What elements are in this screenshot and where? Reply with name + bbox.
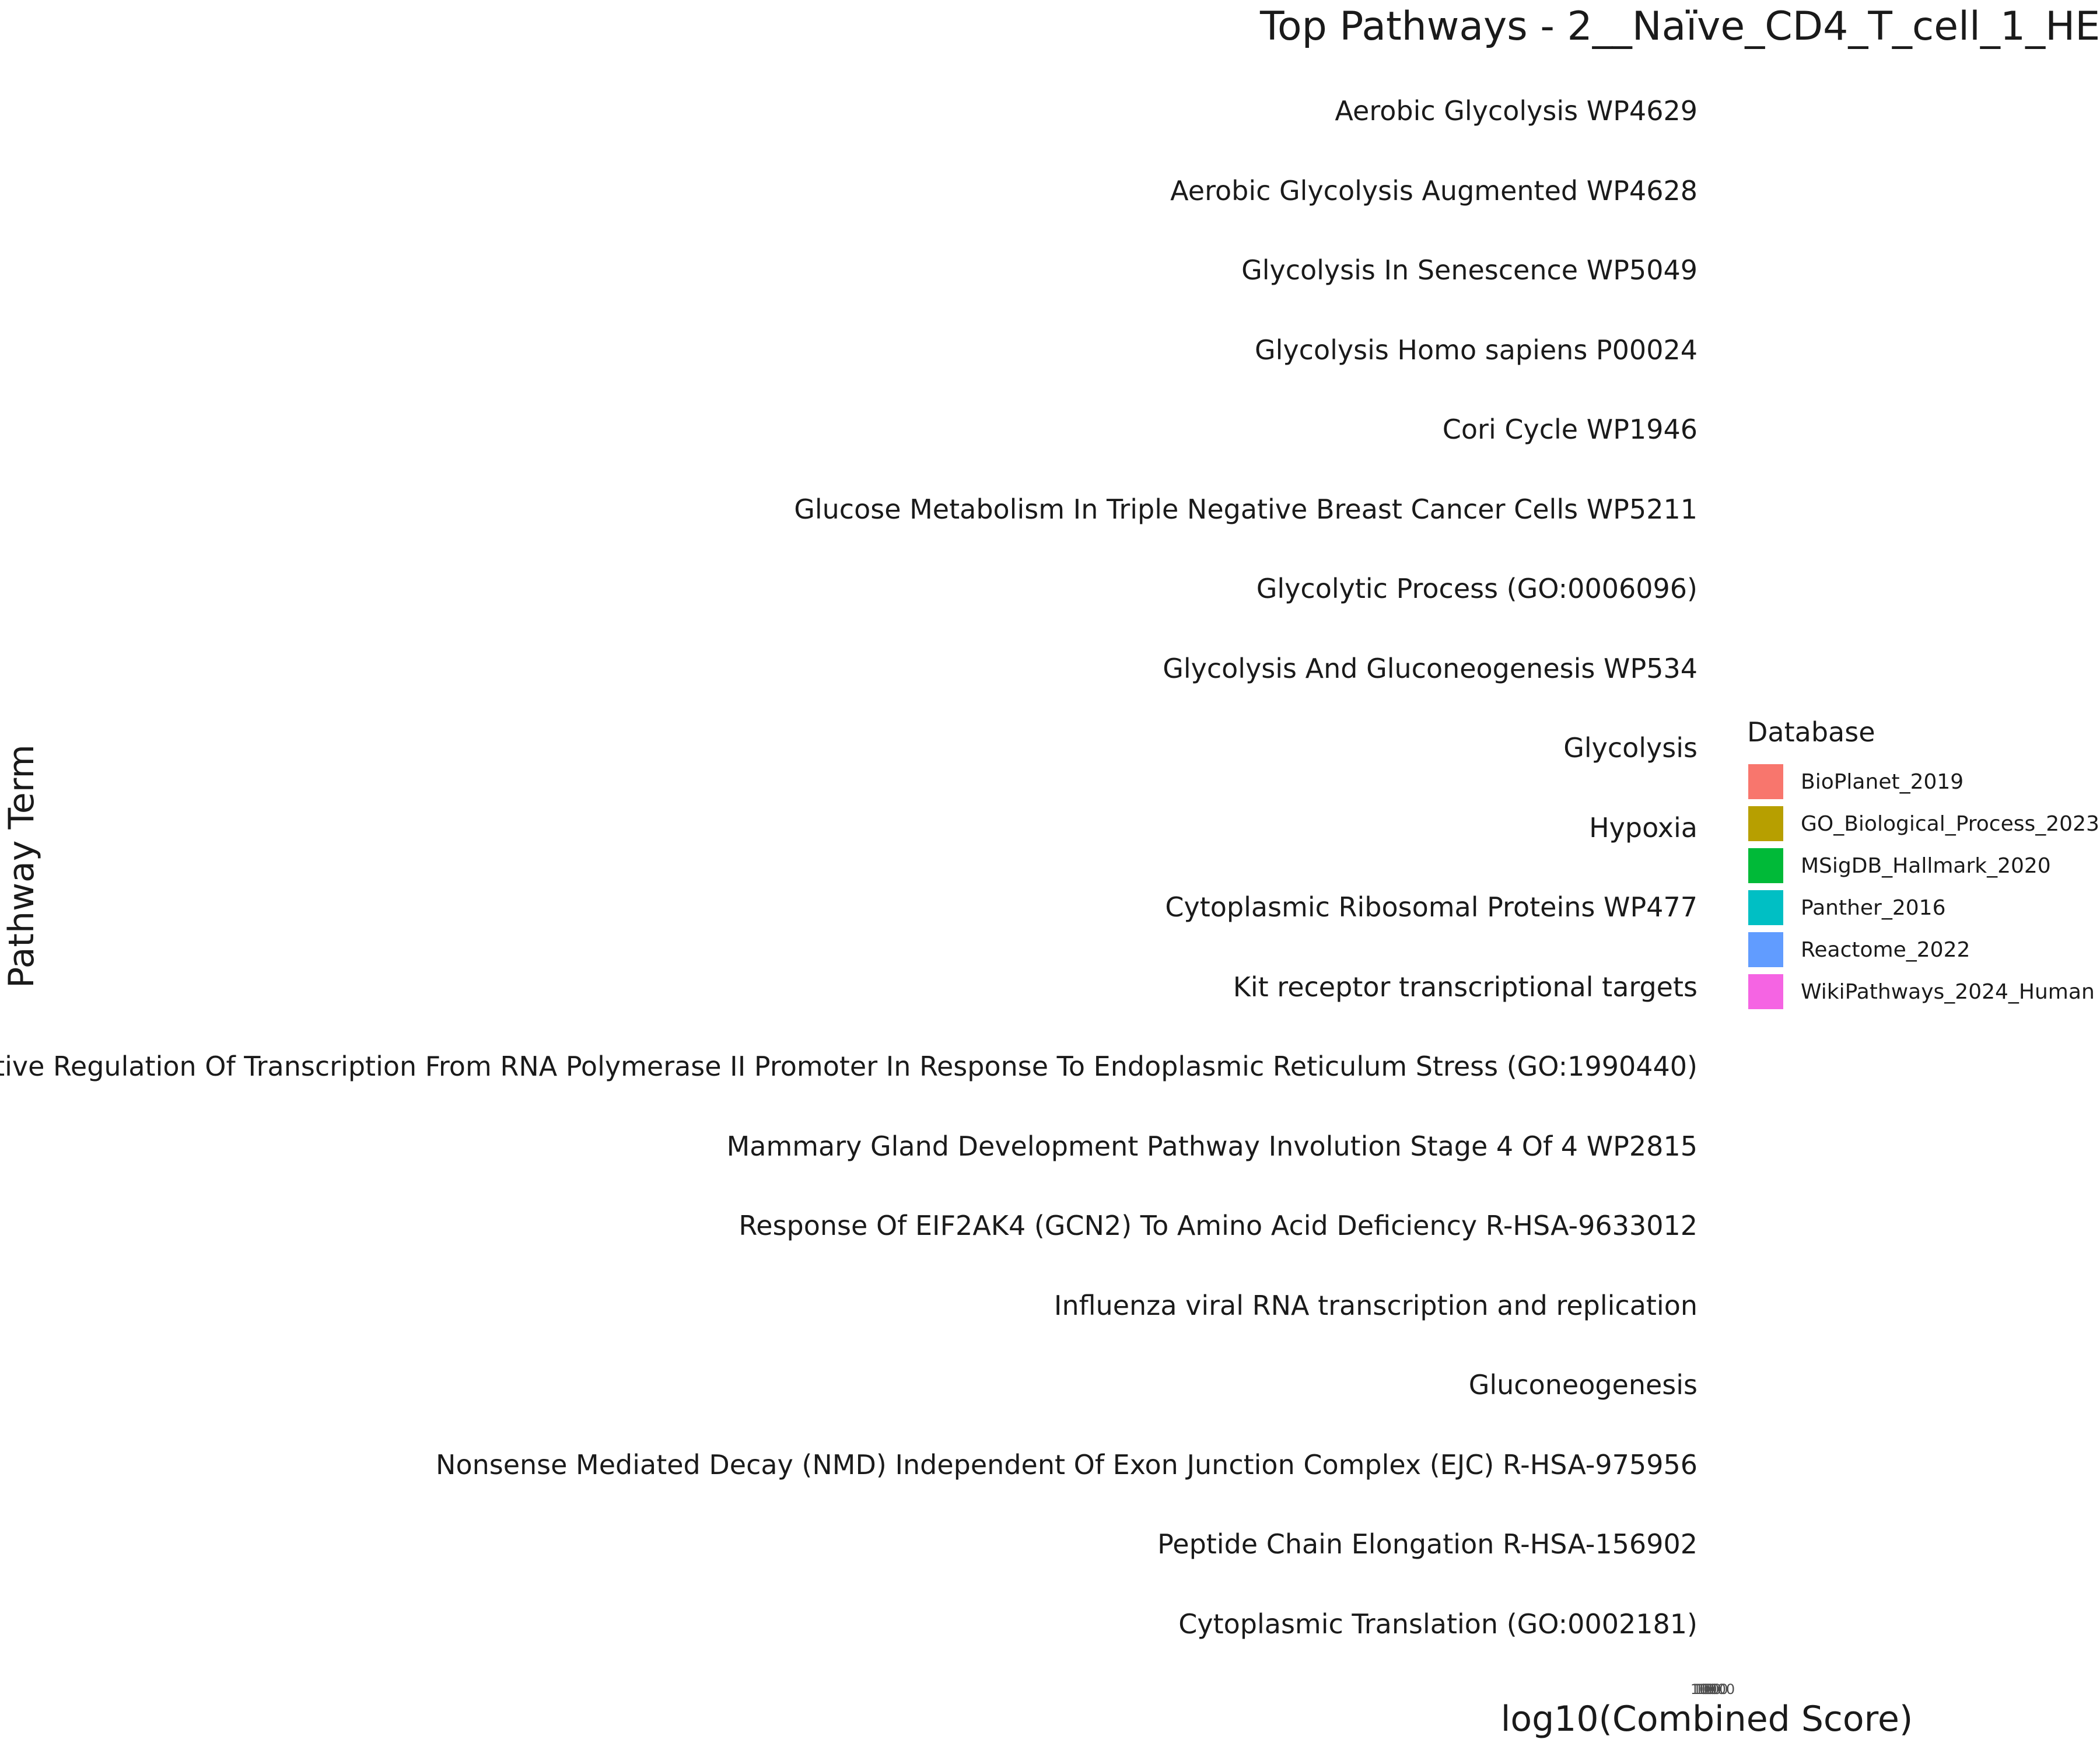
legend-label: Reactome_2022 bbox=[1801, 937, 1971, 962]
y-tick-label: Cytoplasmic Translation (GO:0002181) bbox=[1178, 1608, 1698, 1640]
legend-swatch bbox=[1747, 847, 1784, 884]
legend-label: MSigDB_Hallmark_2020 bbox=[1801, 853, 2051, 878]
legend-swatch bbox=[1747, 805, 1784, 842]
y-tick-label: Aerobic Glycolysis Augmented WP4628 bbox=[1170, 174, 1698, 206]
y-tick-label: Peptide Chain Elongation R-HSA-156902 bbox=[1157, 1528, 1698, 1560]
y-axis-tick-labels: Aerobic Glycolysis WP4629 Aerobic Glycoly… bbox=[0, 95, 1698, 1640]
x-tick-label: 10000 bbox=[1690, 1681, 1735, 1698]
y-tick-label: Gluconeogenesis bbox=[1468, 1369, 1698, 1401]
y-tick-label: Cytoplasmic Ribosomal Proteins WP477 bbox=[1165, 891, 1698, 923]
legend: Database BioPlanet_2019 GO_Biological_Pro… bbox=[1747, 716, 2099, 1013]
legend-title: Database bbox=[1747, 716, 1875, 748]
y-tick-label: Hypoxia bbox=[1589, 811, 1698, 844]
y-tick-label: Response Of EIF2AK4 (GCN2) To Amino Acid… bbox=[738, 1210, 1698, 1241]
legend-item: WikiPathways_2024_Human bbox=[1747, 971, 2099, 1013]
y-tick-label: Aerobic Glycolysis WP4629 bbox=[1335, 95, 1698, 127]
legend-item: Reactome_2022 bbox=[1747, 929, 2099, 971]
chart-title: Top Pathways - 2__Naïve_CD4_T_cell_1_HEI… bbox=[1260, 4, 2100, 50]
legend-label: Panther_2016 bbox=[1801, 895, 1946, 920]
legend-items: BioPlanet_2019 GO_Biological_Process_2023… bbox=[1747, 761, 2099, 1013]
y-tick-label: Glycolysis Homo sapiens P00024 bbox=[1255, 334, 1698, 366]
y-tick-label: Nonsense Mediated Decay (NMD) Independen… bbox=[436, 1448, 1698, 1480]
y-tick-label: Glycolysis And Gluconeogenesis WP534 bbox=[1163, 652, 1698, 684]
y-tick-label: Glycolysis bbox=[1563, 732, 1698, 764]
legend-item: BioPlanet_2019 bbox=[1747, 761, 2099, 803]
y-tick-label: Glucose Metabolism In Triple Negative Br… bbox=[794, 493, 1698, 525]
x-tick-label: 1 bbox=[1699, 1681, 1708, 1698]
legend-swatch bbox=[1747, 973, 1784, 1010]
legend-item: Panther_2016 bbox=[1747, 887, 2099, 929]
legend-swatch bbox=[1747, 763, 1784, 800]
x-axis-tick-labels: 1 10 100 1000 10000 bbox=[1686, 1681, 1738, 1704]
y-tick-label: Positive Regulation Of Transcription Fro… bbox=[0, 1051, 1698, 1082]
y-tick-label: Mammary Gland Development Pathway Involu… bbox=[726, 1130, 1698, 1162]
y-tick-label: Influenza viral RNA transcription and re… bbox=[1054, 1289, 1698, 1321]
legend-label: WikiPathways_2024_Human bbox=[1801, 979, 2095, 1004]
x-tick-label: 1000 bbox=[1692, 1681, 1728, 1698]
x-tick-label: 10 bbox=[1696, 1681, 1715, 1698]
x-axis-title: log10(Combined Score) bbox=[1500, 1699, 1913, 1740]
legend-swatch bbox=[1747, 889, 1784, 926]
y-tick-label: Kit receptor transcriptional targets bbox=[1233, 971, 1698, 1003]
legend-item: GO_Biological_Process_2023 bbox=[1747, 803, 2099, 845]
legend-label: GO_Biological_Process_2023 bbox=[1801, 811, 2099, 836]
legend-item: MSigDB_Hallmark_2020 bbox=[1747, 845, 2099, 887]
legend-swatch bbox=[1747, 931, 1784, 968]
x-tick-label: 100 bbox=[1695, 1681, 1721, 1698]
y-tick-label: Cori Cycle WP1946 bbox=[1442, 414, 1698, 445]
y-tick-label: Glycolytic Process (GO:0006096) bbox=[1256, 573, 1698, 604]
y-tick-label: Glycolysis In Senescence WP5049 bbox=[1241, 254, 1698, 286]
legend-label: BioPlanet_2019 bbox=[1801, 769, 1964, 794]
